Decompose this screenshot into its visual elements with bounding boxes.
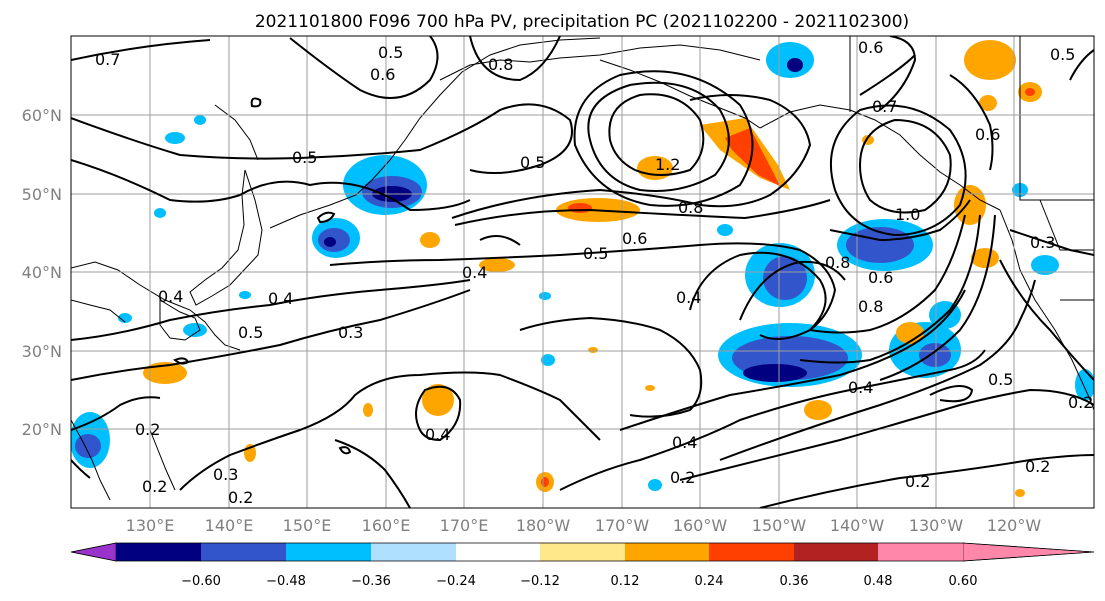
contour-label: 0.3 (1030, 233, 1055, 252)
colorbar-segment (794, 543, 878, 561)
contour-label: 0.2 (1025, 457, 1050, 476)
colorbar-segment (878, 543, 963, 561)
contour-label: 0.6 (868, 268, 893, 287)
figure-title: 2021101800 F096 700 hPa PV, precipitatio… (255, 12, 909, 32)
contour-label: 1.0 (895, 205, 920, 224)
contour-label: 0.6 (622, 229, 647, 248)
lon-label: 160°E (362, 516, 411, 535)
contour-label: 0.2 (905, 472, 930, 491)
contour-label: 0.4 (672, 433, 697, 452)
contour-label: 0.2 (142, 477, 167, 496)
colorbar-segment (625, 543, 709, 561)
contour-label: 0.2 (135, 420, 160, 439)
lon-label: 180°W (516, 516, 571, 535)
contour-label: 0.4 (676, 288, 701, 307)
colorbar-tick-label: −0.36 (351, 574, 391, 589)
contour-labels: 0.7 0.5 0.6 0.8 0.5 0.5 1.2 0.8 0.6 0.5 … (95, 38, 1093, 507)
colorbar-segment (371, 543, 456, 561)
lat-label: 20°N (22, 420, 62, 439)
contour-label: 0.6 (858, 38, 883, 57)
colorbar-segment (540, 543, 625, 561)
lon-label: 140°E (205, 516, 254, 535)
lat-label: 40°N (22, 263, 62, 282)
contour-label: 0.5 (238, 323, 263, 342)
colorbar-ticks: −0.60 −0.48 −0.36 −0.24 −0.12 0.12 0.24 … (181, 574, 977, 589)
colorbar-outline (70, 542, 1095, 562)
colorbar-segment (286, 543, 371, 561)
lat-label: 50°N (22, 185, 62, 204)
contour-label: 0.2 (670, 468, 695, 487)
precipitation-shading (71, 40, 1094, 497)
positive-anomaly-shading (143, 40, 1042, 497)
colorbar-tick-label: −0.24 (436, 574, 476, 589)
latitude-axis: 60°N 50°N 40°N 30°N 20°N (22, 106, 62, 439)
contour-label: 0.2 (1068, 393, 1093, 412)
contour-label: 0.4 (848, 378, 873, 397)
contour-label: 0.5 (292, 148, 317, 167)
colorbar-tick-label: 0.12 (611, 574, 640, 589)
colorbar-segment (201, 543, 286, 561)
contour-label: 0.5 (520, 153, 545, 172)
coastlines (71, 36, 1094, 501)
contour-label: 0.5 (988, 370, 1013, 389)
contour-label: 0.6 (975, 125, 1000, 144)
lon-label: 120°W (987, 516, 1042, 535)
graticule (71, 36, 1094, 508)
map-frame (70, 35, 1095, 509)
contour-label: 0.5 (378, 43, 403, 62)
contour-label: 0.8 (858, 297, 883, 316)
lon-label: 130°E (126, 516, 175, 535)
contour-label: 0.7 (95, 50, 120, 69)
contour-label: 0.7 (872, 97, 897, 116)
contour-label: 0.4 (425, 425, 450, 444)
colorbar: −0.60 −0.48 −0.36 −0.24 −0.12 0.12 0.24 … (70, 542, 1095, 589)
colorbar-segment (709, 543, 794, 561)
contour-label: 0.8 (678, 198, 703, 217)
lat-label: 30°N (22, 342, 62, 361)
colorbar-tick-label: 0.48 (864, 574, 893, 589)
colorbar-tick-label: 0.24 (695, 574, 724, 589)
negative-anomaly-shading (71, 42, 1094, 491)
colorbar-extend-high (962, 542, 1095, 562)
lon-label: 140°W (830, 516, 885, 535)
map-panel: 0.7 0.5 0.6 0.8 0.5 0.5 1.2 0.8 0.6 0.5 … (70, 35, 1095, 509)
colorbar-tick-label: −0.48 (266, 574, 306, 589)
contour-label: 0.4 (158, 287, 183, 306)
contour-label: 0.3 (338, 323, 363, 342)
contour-label: 0.6 (370, 65, 395, 84)
colorbar-segment (116, 543, 201, 561)
contour-label: 0.5 (1050, 45, 1075, 64)
contour-label: 0.4 (268, 289, 293, 308)
contour-label: 1.2 (655, 155, 680, 174)
colorbar-tick-label: −0.12 (520, 574, 560, 589)
contour-label: 0.3 (213, 465, 238, 484)
contour-label: 0.5 (583, 244, 608, 263)
colorbar-tick-label: 0.60 (949, 574, 978, 589)
longitude-axis: 130°E 140°E 150°E 160°E 170°E 180°W 170°… (126, 516, 1042, 535)
pv-contours (71, 36, 1094, 508)
lon-label: 170°W (595, 516, 650, 535)
contour-label: 0.8 (825, 253, 850, 272)
colorbar-tick-label: −0.60 (181, 574, 221, 589)
colorbar-segment (456, 543, 540, 561)
contour-label: 0.2 (228, 488, 253, 507)
lon-label: 170°E (440, 516, 489, 535)
lon-label: 150°E (283, 516, 332, 535)
lon-label: 160°W (673, 516, 728, 535)
lon-label: 130°W (909, 516, 964, 535)
colorbar-extend-low (70, 542, 117, 562)
contour-label: 0.8 (488, 55, 513, 74)
colorbar-tick-label: 0.36 (780, 574, 809, 589)
lon-label: 150°W (752, 516, 807, 535)
lat-label: 60°N (22, 106, 62, 125)
contour-label: 0.4 (462, 263, 487, 282)
